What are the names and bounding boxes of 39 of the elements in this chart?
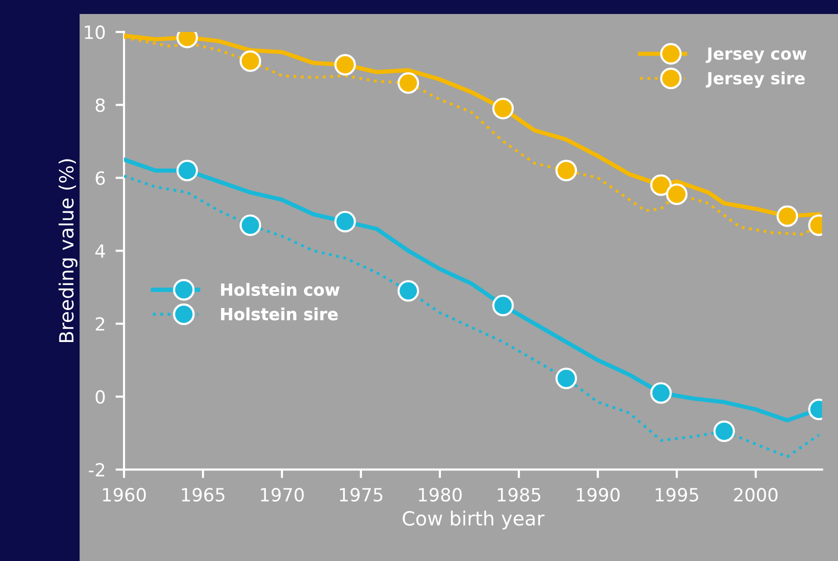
point xyxy=(555,160,577,182)
x-tick-label: 2000 xyxy=(734,488,778,502)
legend-label: Holstein sire xyxy=(221,307,338,320)
y-tick-label: 6 xyxy=(96,171,105,185)
point xyxy=(650,382,672,404)
point xyxy=(666,183,688,206)
point xyxy=(398,280,420,302)
y-tick-label: 0 xyxy=(96,390,105,404)
legend-label: Jersey cow xyxy=(706,47,806,64)
point xyxy=(240,214,262,236)
line-series xyxy=(124,174,820,458)
y-tick-label: -2 xyxy=(88,463,104,476)
point xyxy=(492,294,514,316)
x-tick-label: 1960 xyxy=(103,488,146,502)
legend-label: Jersey sire xyxy=(706,72,805,88)
x-tick-label: 1980 xyxy=(418,488,462,502)
y-tick-label: 8 xyxy=(96,98,105,112)
point xyxy=(650,174,672,196)
x-tick-label: 1990 xyxy=(576,488,620,502)
point xyxy=(176,160,198,182)
point xyxy=(492,98,514,120)
point xyxy=(334,54,356,76)
y-tick-label: 4 xyxy=(95,244,105,258)
y-axis-title: Breeding value (%) xyxy=(58,159,78,342)
x-tick-label: 1975 xyxy=(340,488,382,502)
x-tick-label: 1965 xyxy=(182,488,224,502)
point xyxy=(555,368,577,390)
x-tick-label: 1995 xyxy=(656,488,698,502)
point xyxy=(398,72,420,94)
x-tick-label: 1970 xyxy=(260,488,304,502)
y-tick-label: 10 xyxy=(84,25,105,40)
point xyxy=(334,210,356,232)
y-tick-label: 2 xyxy=(96,317,104,331)
point xyxy=(240,50,262,72)
point xyxy=(776,205,798,227)
x-tick-label: 1985 xyxy=(498,488,540,502)
x-axis-title: Cow birth year xyxy=(402,510,544,530)
point xyxy=(713,420,735,442)
legend-label: Holstein cow xyxy=(221,282,340,296)
